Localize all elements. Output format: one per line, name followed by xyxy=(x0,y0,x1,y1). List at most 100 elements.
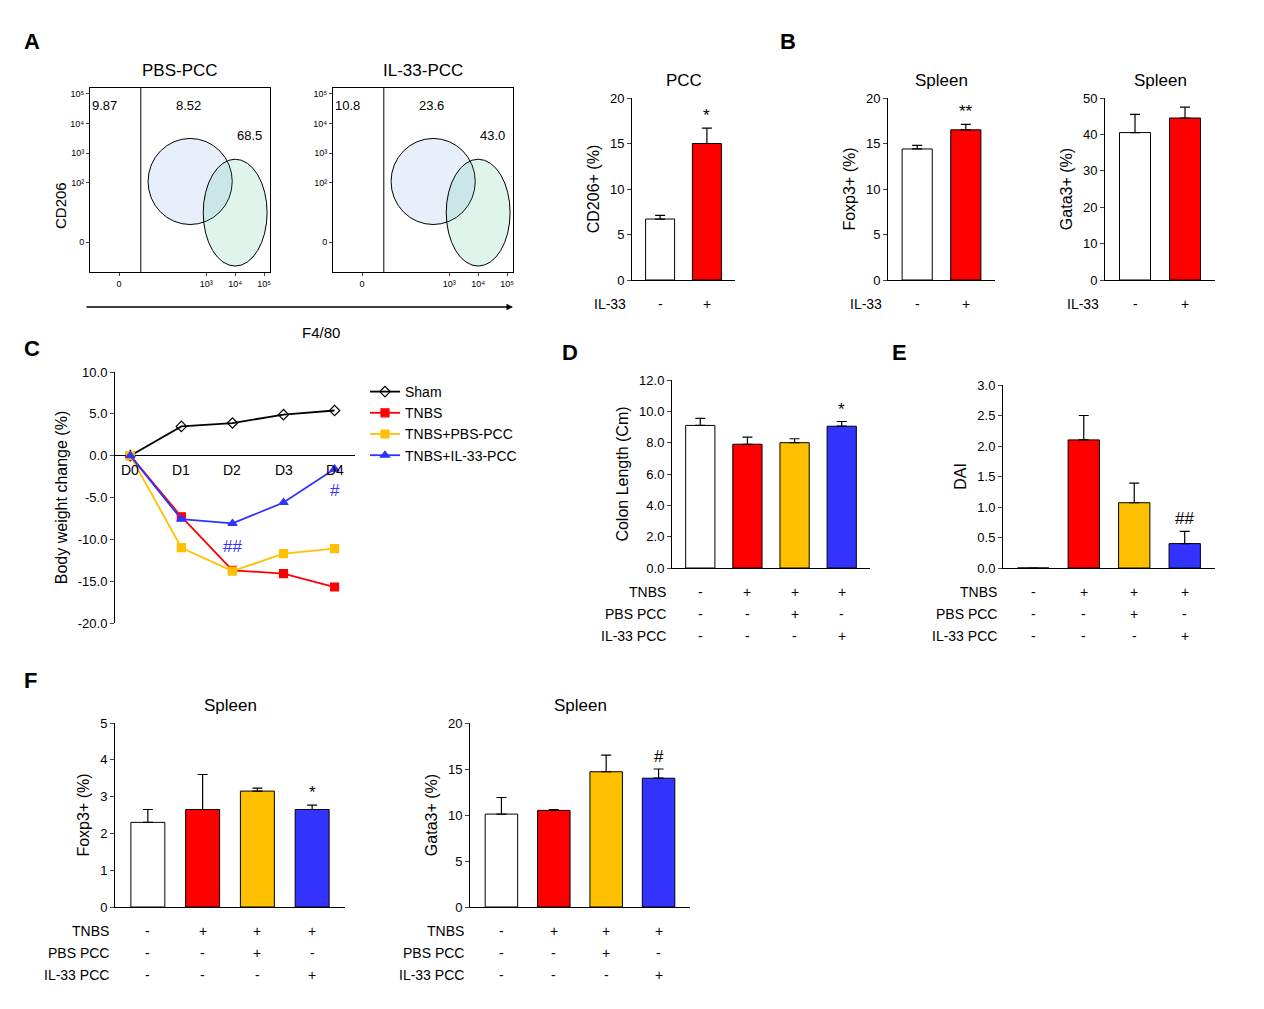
svg-text:TNBS: TNBS xyxy=(405,405,442,421)
svg-text:-: - xyxy=(745,606,750,622)
svg-text:10³: 10³ xyxy=(200,279,213,289)
svg-text:-: - xyxy=(1132,628,1137,644)
svg-text:-: - xyxy=(745,628,750,644)
svg-text:-: - xyxy=(551,967,556,983)
svg-text:-: - xyxy=(255,967,260,983)
svg-text:-: - xyxy=(915,296,920,312)
svg-text:+: + xyxy=(791,584,799,600)
svg-text:1.5: 1.5 xyxy=(977,469,995,484)
svg-text:0: 0 xyxy=(117,279,122,289)
svg-text:10.0: 10.0 xyxy=(82,365,107,380)
svg-text:10.0: 10.0 xyxy=(639,404,664,419)
svg-text:0: 0 xyxy=(617,273,624,288)
svg-text:PBS-PCC: PBS-PCC xyxy=(142,61,218,80)
svg-text:D1: D1 xyxy=(172,462,190,478)
svg-text:Spleen: Spleen xyxy=(554,696,607,715)
svg-text:D4: D4 xyxy=(326,462,344,478)
svg-text:1: 1 xyxy=(100,863,107,878)
svg-text:0: 0 xyxy=(79,237,84,247)
svg-text:9.87: 9.87 xyxy=(92,98,117,113)
svg-text:-: - xyxy=(1081,606,1086,622)
svg-text:+: + xyxy=(308,923,316,939)
svg-text:Spleen: Spleen xyxy=(1134,71,1187,90)
svg-text:*: * xyxy=(309,783,316,802)
svg-text:Body weight change (%): Body weight change (%) xyxy=(53,411,70,584)
svg-text:+: + xyxy=(1130,606,1138,622)
svg-text:0.0: 0.0 xyxy=(89,448,107,463)
svg-text:10⁴: 10⁴ xyxy=(313,119,327,129)
svg-text:0.0: 0.0 xyxy=(646,561,664,576)
svg-text:+: + xyxy=(550,923,558,939)
svg-text:0.5: 0.5 xyxy=(977,530,995,545)
svg-text:-: - xyxy=(656,945,661,961)
svg-text:+: + xyxy=(655,967,663,983)
svg-text:5.0: 5.0 xyxy=(89,406,107,421)
svg-text:5: 5 xyxy=(873,227,880,242)
svg-text:5: 5 xyxy=(100,716,107,731)
svg-text:-: - xyxy=(698,606,703,622)
svg-text:2.0: 2.0 xyxy=(646,529,664,544)
svg-text:10⁵: 10⁵ xyxy=(500,279,514,289)
svg-text:+: + xyxy=(253,923,261,939)
svg-text:68.5: 68.5 xyxy=(237,128,262,143)
svg-text:-: - xyxy=(1182,606,1187,622)
svg-text:+: + xyxy=(838,628,846,644)
svg-text:15: 15 xyxy=(448,762,462,777)
svg-text:10²: 10² xyxy=(314,178,327,188)
svg-text:-: - xyxy=(1031,628,1036,644)
svg-text:Spleen: Spleen xyxy=(204,696,257,715)
svg-text:TNBS+PBS-PCC: TNBS+PBS-PCC xyxy=(405,426,513,442)
svg-text:-: - xyxy=(698,584,703,600)
svg-text:0.0: 0.0 xyxy=(977,561,995,576)
svg-text:IL-33 PCC: IL-33 PCC xyxy=(601,628,666,644)
svg-text:5: 5 xyxy=(455,854,462,869)
svg-text:-: - xyxy=(310,945,315,961)
svg-text:15: 15 xyxy=(866,136,880,151)
svg-text:Gata3+ (%): Gata3+ (%) xyxy=(1058,148,1075,230)
svg-text:8.52: 8.52 xyxy=(176,98,201,113)
svg-text:TNBS: TNBS xyxy=(427,923,464,939)
svg-text:10³: 10³ xyxy=(71,148,84,158)
svg-text:D0: D0 xyxy=(121,462,139,478)
svg-text:10⁵: 10⁵ xyxy=(313,89,327,99)
svg-text:-: - xyxy=(1133,296,1138,312)
svg-text:10: 10 xyxy=(1083,236,1097,251)
svg-text:10⁴: 10⁴ xyxy=(70,119,84,129)
svg-text:0: 0 xyxy=(455,900,462,915)
svg-text:1.0: 1.0 xyxy=(977,500,995,515)
svg-text:*: * xyxy=(703,106,710,125)
svg-text:PBS PCC: PBS PCC xyxy=(403,945,464,961)
svg-text:IL-33-PCC: IL-33-PCC xyxy=(383,61,463,80)
svg-text:D: D xyxy=(562,340,578,365)
svg-text:15: 15 xyxy=(610,136,624,151)
svg-text:43.0: 43.0 xyxy=(480,128,505,143)
svg-text:TNBS: TNBS xyxy=(960,584,997,600)
svg-text:-: - xyxy=(200,967,205,983)
svg-text:-: - xyxy=(1081,628,1086,644)
svg-text:-20.0: -20.0 xyxy=(78,616,108,631)
svg-text:-: - xyxy=(145,945,150,961)
svg-text:F: F xyxy=(24,668,37,693)
svg-text:+: + xyxy=(1181,628,1189,644)
svg-text:0: 0 xyxy=(322,237,327,247)
svg-text:0: 0 xyxy=(100,900,107,915)
svg-text:+: + xyxy=(655,923,663,939)
svg-text:DAI: DAI xyxy=(952,463,969,490)
svg-text:+: + xyxy=(1181,296,1189,312)
svg-text:+: + xyxy=(602,945,610,961)
svg-text:Colon Length (Cm): Colon Length (Cm) xyxy=(614,406,631,541)
svg-text:20: 20 xyxy=(866,91,880,106)
svg-text:TNBS: TNBS xyxy=(629,584,666,600)
svg-text:+: + xyxy=(743,584,751,600)
svg-text:10: 10 xyxy=(866,182,880,197)
svg-text:IL-33 PCC: IL-33 PCC xyxy=(399,967,464,983)
svg-text:10.8: 10.8 xyxy=(335,98,360,113)
svg-text:PCC: PCC xyxy=(666,71,702,90)
svg-text:-: - xyxy=(200,945,205,961)
svg-text:B: B xyxy=(780,29,796,54)
svg-text:4.0: 4.0 xyxy=(646,498,664,513)
svg-text:IL-33 PCC: IL-33 PCC xyxy=(44,967,109,983)
svg-text:IL-33: IL-33 xyxy=(850,296,882,312)
svg-text:-: - xyxy=(792,628,797,644)
svg-text:10⁵: 10⁵ xyxy=(257,279,271,289)
